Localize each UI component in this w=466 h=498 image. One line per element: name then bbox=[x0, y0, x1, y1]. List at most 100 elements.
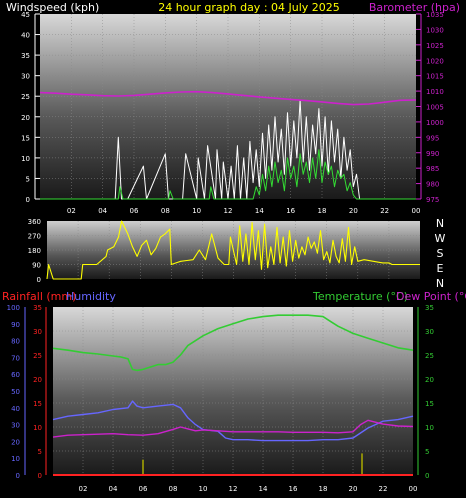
temperature-tick-label: 15 bbox=[425, 400, 434, 408]
temp-x-tick-label: 16 bbox=[289, 485, 298, 493]
windspeed-tick-label: 15 bbox=[21, 134, 30, 142]
windspeed-tick-label: 0 bbox=[26, 196, 30, 204]
rainfall-tick-label: 35 bbox=[33, 304, 42, 312]
rainfall-tick-label: 15 bbox=[33, 400, 42, 408]
humidity-tick-label: 70 bbox=[11, 354, 20, 362]
barometer-tick-label: 1015 bbox=[426, 73, 444, 81]
temp-x-axis: 02 04 06 08 10 12 14 16 18 20 22 00 bbox=[79, 485, 418, 493]
rainfall-tick-label: 25 bbox=[33, 352, 42, 360]
temp-x-tick-label: 20 bbox=[349, 485, 358, 493]
temp-x-tick-label: 08 bbox=[169, 485, 178, 493]
temp-plot-grid bbox=[53, 307, 413, 475]
windspeed-tick-label: 10 bbox=[21, 155, 30, 163]
chart-title: 24 hour graph day : 04 July 2025 bbox=[158, 1, 340, 14]
wind-x-tick-label: 08 bbox=[161, 207, 170, 215]
wind-plot-grid bbox=[40, 14, 416, 199]
compass-label-n: N bbox=[436, 217, 444, 230]
windspeed-line bbox=[40, 99, 416, 200]
barometer-tick-label: 990 bbox=[426, 150, 439, 158]
temperature-tick-label: 35 bbox=[425, 304, 434, 312]
temp-x-tick-label: 12 bbox=[229, 485, 238, 493]
humidity-tick-label: 40 bbox=[11, 405, 20, 413]
wind-x-tick-label: 12 bbox=[224, 207, 233, 215]
windspeed-tick-label: 35 bbox=[21, 52, 30, 60]
humidity-y-axis: 0 10 20 30 40 50 60 70 80 90 100 bbox=[7, 304, 26, 480]
direction-tick-label: 360 bbox=[28, 218, 41, 226]
barometer-tick-label: 980 bbox=[426, 181, 439, 189]
wind-x-tick-label: 20 bbox=[349, 207, 358, 215]
temperature-tick-label: 20 bbox=[425, 376, 434, 384]
barometer-tick-label: 1005 bbox=[426, 104, 444, 112]
direction-tick-label: 0 bbox=[37, 276, 41, 284]
wind-x-tick-label: 06 bbox=[130, 207, 139, 215]
barometer-y-axis: 975 980 985 990 995 1000 1005 1010 1015 1020 1025 1… bbox=[416, 11, 444, 204]
humidity-legend: Humidity bbox=[66, 290, 116, 303]
barometer-tick-label: 1035 bbox=[426, 11, 444, 19]
windspeed-tick-label: 5 bbox=[26, 175, 30, 183]
wind-x-tick-label: 02 bbox=[67, 207, 76, 215]
barometer-line bbox=[39, 90, 417, 106]
temp-x-tick-label: 00 bbox=[409, 485, 418, 493]
windspeed-tick-label: 25 bbox=[21, 93, 30, 101]
wind-x-tick-label: 22 bbox=[380, 207, 389, 215]
humidity-tick-label: 80 bbox=[11, 338, 20, 346]
rainfall-tick-label: 0 bbox=[38, 472, 42, 480]
wind-series-group bbox=[39, 90, 417, 200]
rainfall-legend: Rainfall (mm) bbox=[2, 290, 76, 303]
rainfall-tick-label: 10 bbox=[33, 424, 42, 432]
temp-x-tick-label: 02 bbox=[79, 485, 88, 493]
barometer-tick-label: 995 bbox=[426, 134, 439, 142]
wind-x-tick-label: 04 bbox=[98, 207, 107, 215]
temp-x-tick-label: 14 bbox=[259, 485, 268, 493]
rain-humidity-temp-panel: 0 10 20 30 40 50 60 70 80 90 100 0 5 10 15 20 25 30 35 0 5… bbox=[7, 304, 434, 493]
wind-x-tick-label: 10 bbox=[192, 207, 201, 215]
temp-x-tick-label: 18 bbox=[319, 485, 328, 493]
windspeed-axis-title: Windspeed (kph) bbox=[6, 1, 99, 14]
barometer-tick-label: 1030 bbox=[426, 26, 444, 34]
humidity-tick-label: 20 bbox=[11, 438, 20, 446]
humidity-tick-label: 0 bbox=[16, 472, 20, 480]
temp-x-tick-label: 10 bbox=[199, 485, 208, 493]
temperature-tick-label: 30 bbox=[425, 328, 434, 336]
compass-label-w: W bbox=[435, 232, 446, 245]
wind-direction-line bbox=[46, 220, 420, 280]
dewpoint-legend: Dew Point (°C) bbox=[396, 290, 466, 303]
barometer-tick-label: 1020 bbox=[426, 57, 444, 65]
humidity-tick-label: 90 bbox=[11, 321, 20, 329]
direction-y-axis: 0 90 180 270 360 bbox=[28, 218, 41, 284]
temperature-tick-label: 5 bbox=[425, 448, 429, 456]
wind-x-axis: 02 04 06 08 10 12 14 16 18 20 22 00 bbox=[67, 207, 421, 215]
wind-x-tick-label: 00 bbox=[412, 207, 421, 215]
temperature-tick-label: 10 bbox=[425, 424, 434, 432]
humidity-tick-label: 100 bbox=[7, 304, 20, 312]
temp-x-tick-label: 22 bbox=[379, 485, 388, 493]
wind-x-tick-label: 18 bbox=[318, 207, 327, 215]
direction-tick-label: 90 bbox=[32, 262, 41, 270]
wind-x-tick-label: 16 bbox=[286, 207, 295, 215]
compass-label-n: N bbox=[436, 277, 444, 290]
wind-x-tick-label: 14 bbox=[255, 207, 264, 215]
humidity-tick-label: 50 bbox=[11, 388, 20, 396]
temp-x-tick-label: 04 bbox=[109, 485, 118, 493]
temperature-tick-label: 0 bbox=[425, 472, 429, 480]
direction-tick-label: 270 bbox=[28, 233, 41, 241]
windspeed-tick-label: 30 bbox=[21, 73, 30, 81]
compass-label-e: E bbox=[437, 262, 444, 275]
barometer-axis-title: Barometer (hpa) bbox=[369, 1, 460, 14]
dewpoint-line bbox=[52, 419, 414, 438]
temperature-tick-label: 25 bbox=[425, 352, 434, 360]
windspeed-tick-label: 40 bbox=[21, 32, 30, 40]
humidity-tick-label: 60 bbox=[11, 371, 20, 379]
rainfall-tick-label: 30 bbox=[33, 328, 42, 336]
barometer-tick-label: 1025 bbox=[426, 42, 444, 50]
rainfall-tick-label: 5 bbox=[38, 448, 42, 456]
rainfall-tick-label: 20 bbox=[33, 376, 42, 384]
barometer-tick-label: 985 bbox=[426, 165, 439, 173]
gust-line bbox=[40, 149, 416, 200]
windspeed-y-axis: 0 5 10 15 20 25 30 35 40 45 bbox=[21, 11, 40, 204]
direction-series-group bbox=[46, 220, 420, 280]
